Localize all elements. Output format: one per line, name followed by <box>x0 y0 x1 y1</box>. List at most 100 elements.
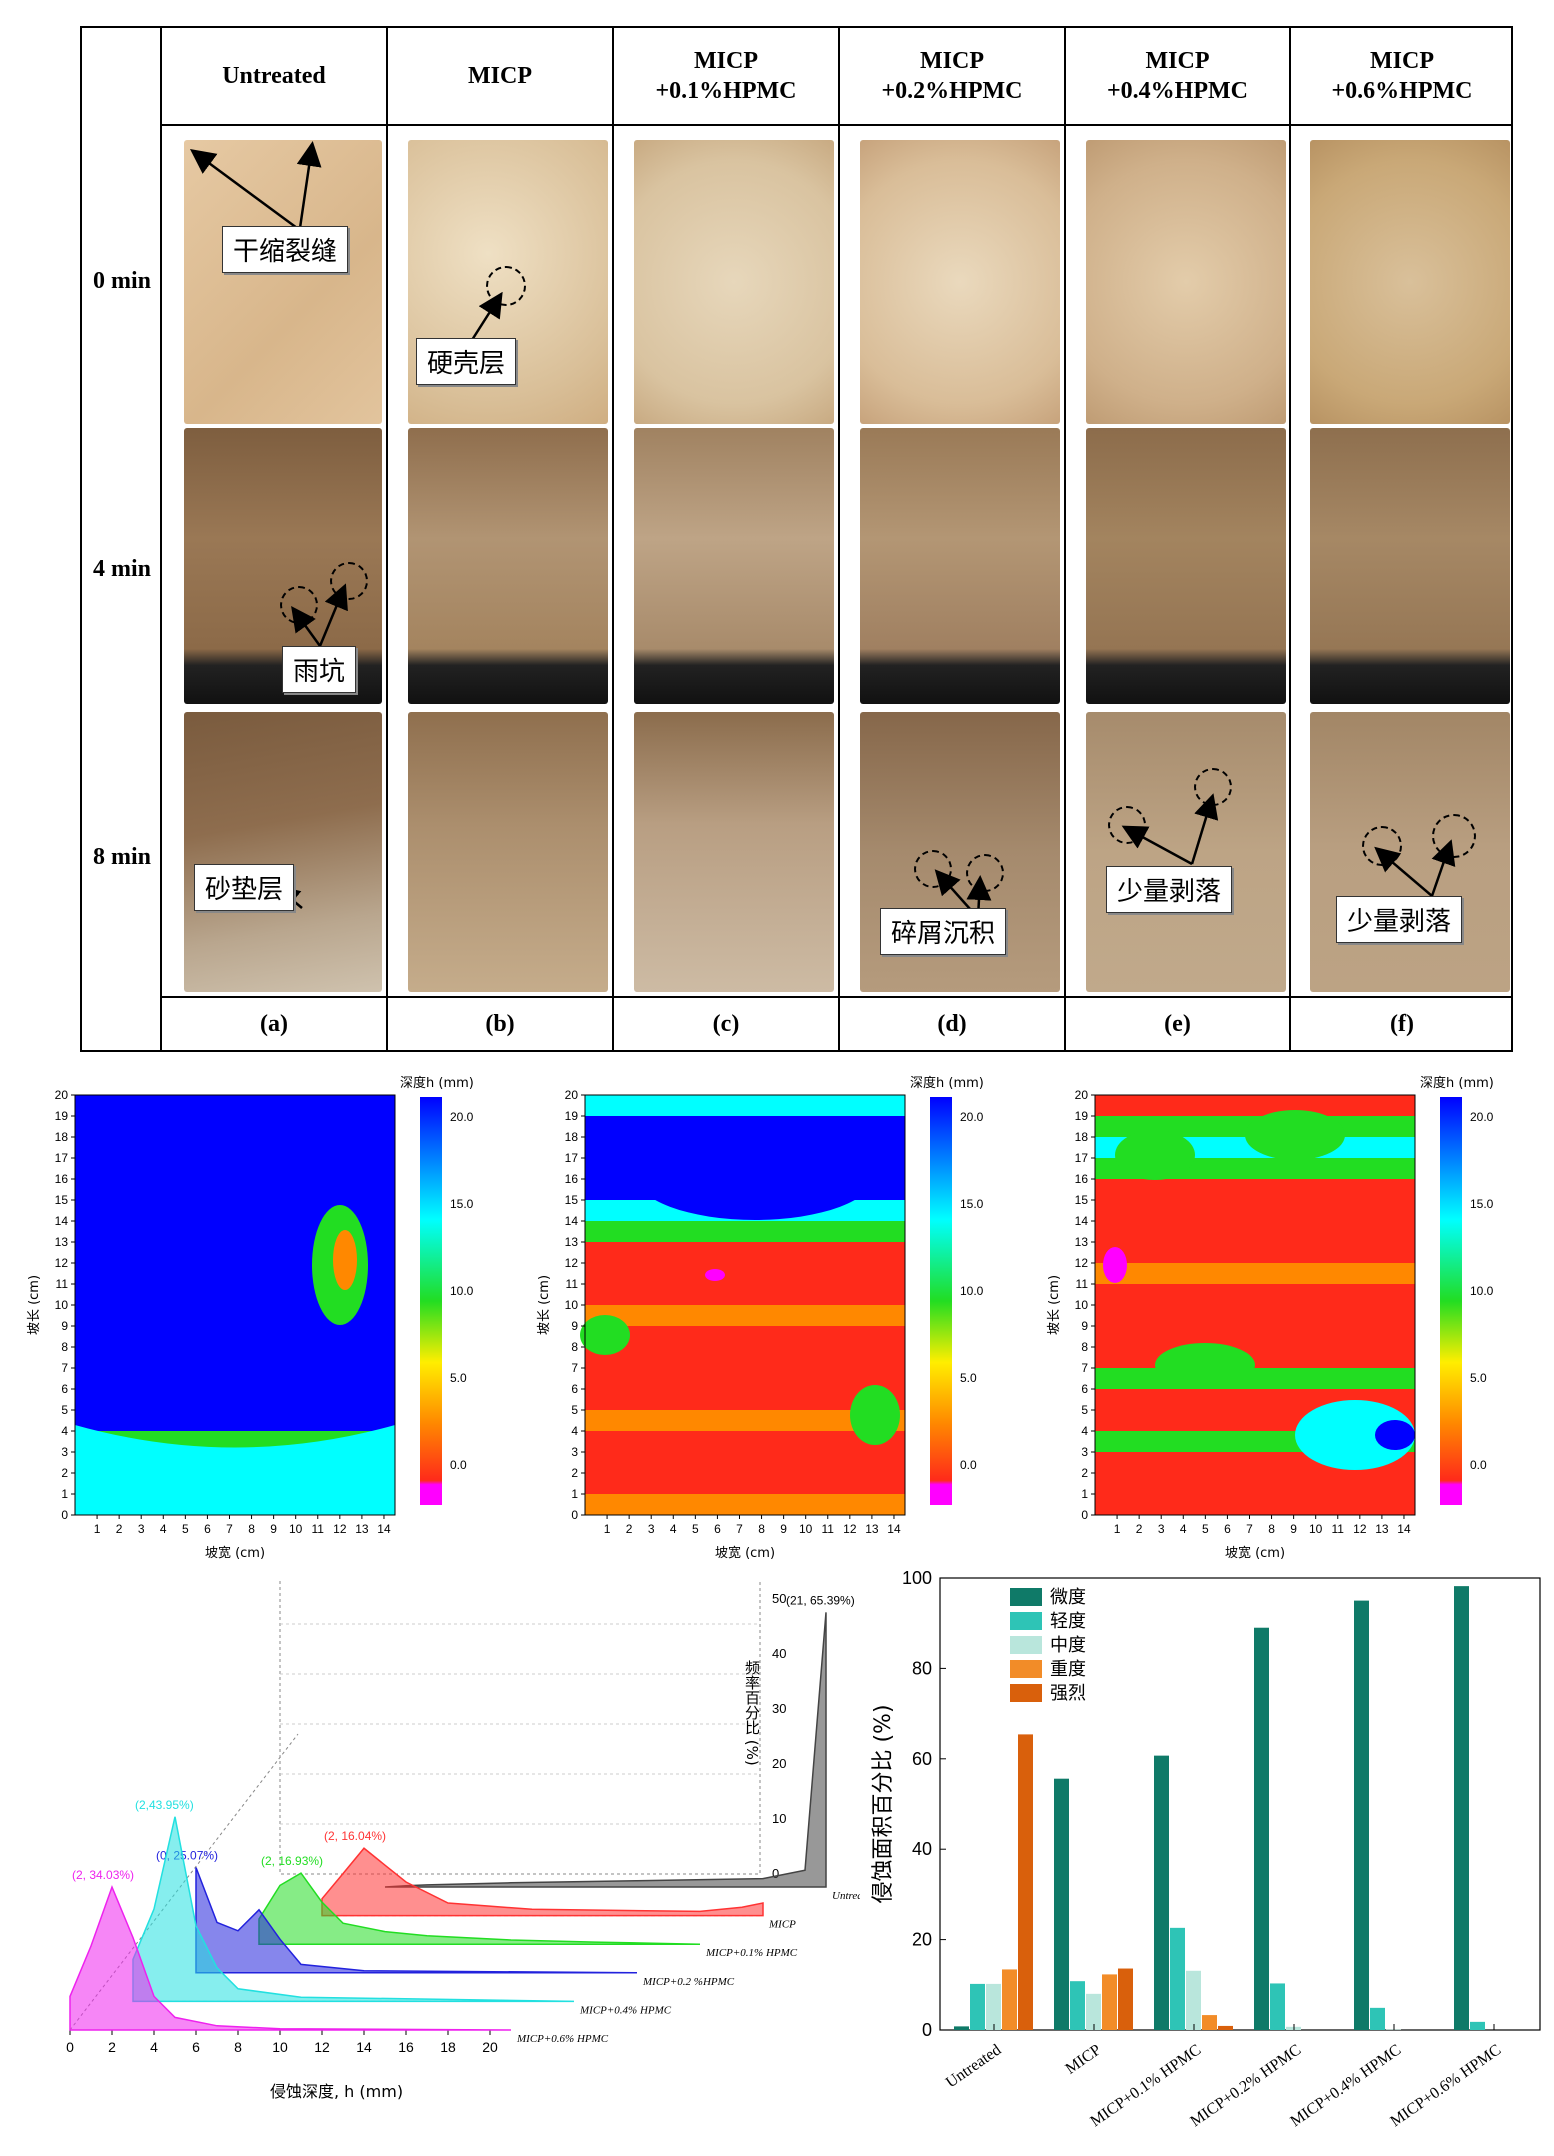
contour-band <box>75 1137 395 1159</box>
x-tick-label: 13 <box>355 1522 369 1536</box>
contour-blob <box>635 1130 875 1220</box>
x-tick-label: 8 <box>248 1522 255 1536</box>
colorbar-tick-label: 0.0 <box>450 1458 467 1472</box>
colorbar-tick-label: 20.0 <box>450 1110 474 1124</box>
contour-band <box>1095 1179 1415 1201</box>
z-tick-label: 30 <box>772 1701 786 1716</box>
x-tick-label: 12 <box>843 1522 857 1536</box>
waterfall-series-3 <box>195 1867 638 1974</box>
rain-pit-circle-1 <box>280 586 318 624</box>
y-tick-label: 2 <box>1081 1466 1088 1480</box>
y-tick-label: 0 <box>922 2020 932 2040</box>
x-tick-label: 8 <box>758 1522 765 1536</box>
crust-marker-circle <box>486 266 526 306</box>
photo-micp02-4min <box>860 428 1060 704</box>
contour-band <box>1095 1305 1415 1327</box>
contour-band <box>585 1473 905 1495</box>
contour-band <box>1095 1494 1415 1516</box>
y-tick-label: 12 <box>565 1256 579 1270</box>
contour-band <box>75 1347 395 1369</box>
panel-label-d: (d) <box>937 1010 967 1037</box>
x-tick-label: 12 <box>314 2039 330 2055</box>
x-tick-label: 0 <box>66 2039 74 2055</box>
series-label: MICP+0.6% HPMC <box>516 2033 609 2045</box>
x-tick-label: 4 <box>1180 1522 1187 1536</box>
y-tick-label: 20 <box>912 1930 932 1950</box>
y-tick-label: 40 <box>912 1839 932 1859</box>
y-tick-label: 10 <box>55 1298 69 1312</box>
colorbar-tick-label: 15.0 <box>450 1197 474 1211</box>
y-tick-label: 20 <box>1075 1088 1089 1102</box>
contour-band <box>1095 1368 1415 1390</box>
bar <box>1154 1755 1169 2030</box>
y-tick-label: 1 <box>571 1487 578 1501</box>
y-tick-label: 1 <box>1081 1487 1088 1501</box>
x-tick-label: 7 <box>1246 1522 1253 1536</box>
contour-band <box>585 1347 905 1369</box>
contour-band <box>75 1389 395 1411</box>
contour-band <box>75 1410 395 1432</box>
contour-band <box>1095 1473 1415 1495</box>
contour-blob <box>1295 1400 1415 1470</box>
x-tick-label: 6 <box>1224 1522 1231 1536</box>
series-label: Untreated <box>832 1890 860 1902</box>
category-label: Untreated <box>943 2041 1004 2091</box>
contour-blob <box>580 1315 630 1355</box>
y-tick-label: 8 <box>61 1340 68 1354</box>
y-tick-label: 5 <box>1081 1403 1088 1417</box>
series-label: MICP <box>768 1919 796 1931</box>
peak-annotation: (2,43.95%) <box>135 1798 194 1812</box>
bar <box>970 1983 985 2030</box>
bar <box>1454 1586 1469 2030</box>
x-tick-label: 14 <box>1397 1522 1411 1536</box>
callout-rain-pits: 雨坑 <box>282 646 357 693</box>
debris-circle-2 <box>966 854 1004 892</box>
x-tick-label: 7 <box>226 1522 233 1536</box>
colorbar-tick-label: 5.0 <box>1470 1371 1487 1385</box>
photo-micp01-4min <box>634 428 834 704</box>
bar-plot-frame <box>939 1577 1541 2031</box>
z-tick-label: 10 <box>772 1811 786 1826</box>
row-header-4min: 4 min <box>92 556 151 582</box>
x-tick-label: 7 <box>736 1522 743 1536</box>
contour-band <box>585 1452 905 1474</box>
x-tick-label: 10 <box>272 2039 288 2055</box>
contour-band <box>75 1221 395 1243</box>
colorbar <box>420 1097 442 1505</box>
y-tick-label: 2 <box>61 1466 68 1480</box>
x-tick-label: 6 <box>204 1522 211 1536</box>
x-tick-label: 9 <box>780 1522 787 1536</box>
y-tick-label: 15 <box>1075 1193 1089 1207</box>
y-tick-label: 100 <box>902 1568 932 1588</box>
bar <box>1354 1600 1369 2030</box>
x-tick-label: 11 <box>312 1522 325 1536</box>
contour-band <box>75 1368 395 1390</box>
contour-band <box>75 1095 395 1117</box>
y-tick-label: 16 <box>565 1172 579 1186</box>
y-tick-label: 15 <box>565 1193 579 1207</box>
contour-band <box>75 1326 395 1348</box>
legend-swatch <box>1010 1684 1042 1702</box>
y-tick-label: 5 <box>571 1403 578 1417</box>
contour-blob <box>850 1385 900 1445</box>
y-tick-label: 13 <box>55 1235 69 1249</box>
contour-x-label: 坡宽 (cm) <box>1225 1545 1285 1561</box>
bar <box>1070 1981 1085 2030</box>
contour-blob <box>1115 1130 1195 1180</box>
colorbar-tick-label: 5.0 <box>960 1371 977 1385</box>
contour-band <box>585 1221 905 1243</box>
x-tick-label: 4 <box>150 2039 158 2055</box>
contour-blob <box>333 1230 357 1290</box>
peel-f-circle-2 <box>1432 814 1476 858</box>
contour-band <box>1095 1242 1415 1264</box>
contour-band <box>75 1305 395 1327</box>
x-tick-label: 2 <box>116 1522 123 1536</box>
colorbar-tick-label: 10.0 <box>960 1284 984 1298</box>
x-tick-label: 18 <box>440 2039 456 2055</box>
contour-band <box>1095 1326 1415 1348</box>
photo-micp-4min <box>408 428 608 704</box>
y-tick-label: 3 <box>61 1445 68 1459</box>
colorbar-tick-label: 10.0 <box>1470 1284 1494 1298</box>
legend-swatch <box>1010 1636 1042 1654</box>
